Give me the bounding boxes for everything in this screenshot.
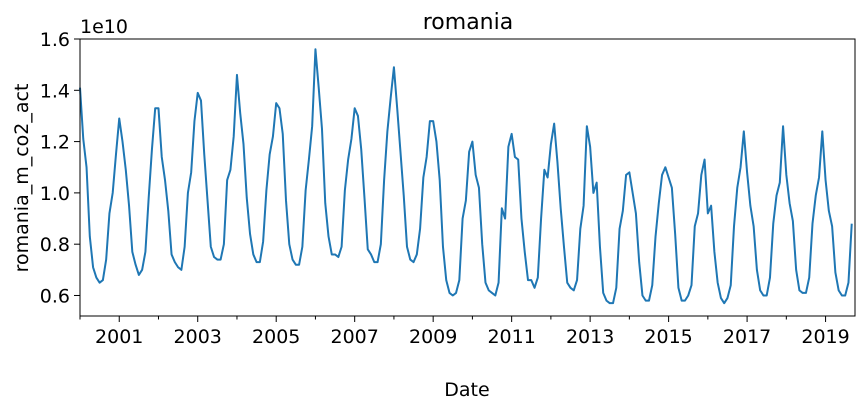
series-line (79, 48, 853, 305)
plot-frame (79, 38, 856, 317)
y-tick-label: 0.8 (40, 234, 70, 256)
x-tick-label: 2019 (801, 326, 849, 348)
y-tick-label: 1.4 (40, 80, 70, 102)
x-axis-label: Date (444, 379, 489, 401)
y-tick-label: 1.0 (40, 183, 70, 205)
x-tick-label: 2003 (174, 326, 222, 348)
x-axis-ticks: 2001 2003 2005 2007 2009 2011 2013 2015 2017 2019 (95, 316, 850, 348)
x-tick-label: 2013 (566, 326, 614, 348)
y-scale-offset-label: 1e10 (80, 16, 128, 38)
plot-series (79, 48, 853, 305)
y-tick-label: 0.6 (40, 285, 70, 307)
x-axis-minor-ticks (79, 316, 787, 320)
y-axis-label: romania_m_co2_act (11, 84, 33, 273)
x-tick-label: 2009 (409, 326, 457, 348)
x-tick-label: 2001 (95, 326, 143, 348)
x-tick-label: 2007 (331, 326, 379, 348)
chart-title: romania (423, 10, 513, 35)
y-axis-ticks: 0.6 0.8 1.0 1.2 1.4 1.6 (40, 29, 80, 307)
x-tick-label: 2017 (723, 326, 771, 348)
x-tick-label: 2005 (252, 326, 300, 348)
x-tick-label: 2015 (644, 326, 692, 348)
y-tick-label: 1.6 (40, 29, 70, 51)
y-tick-label: 1.2 (40, 132, 70, 154)
x-tick-label: 2011 (487, 326, 535, 348)
